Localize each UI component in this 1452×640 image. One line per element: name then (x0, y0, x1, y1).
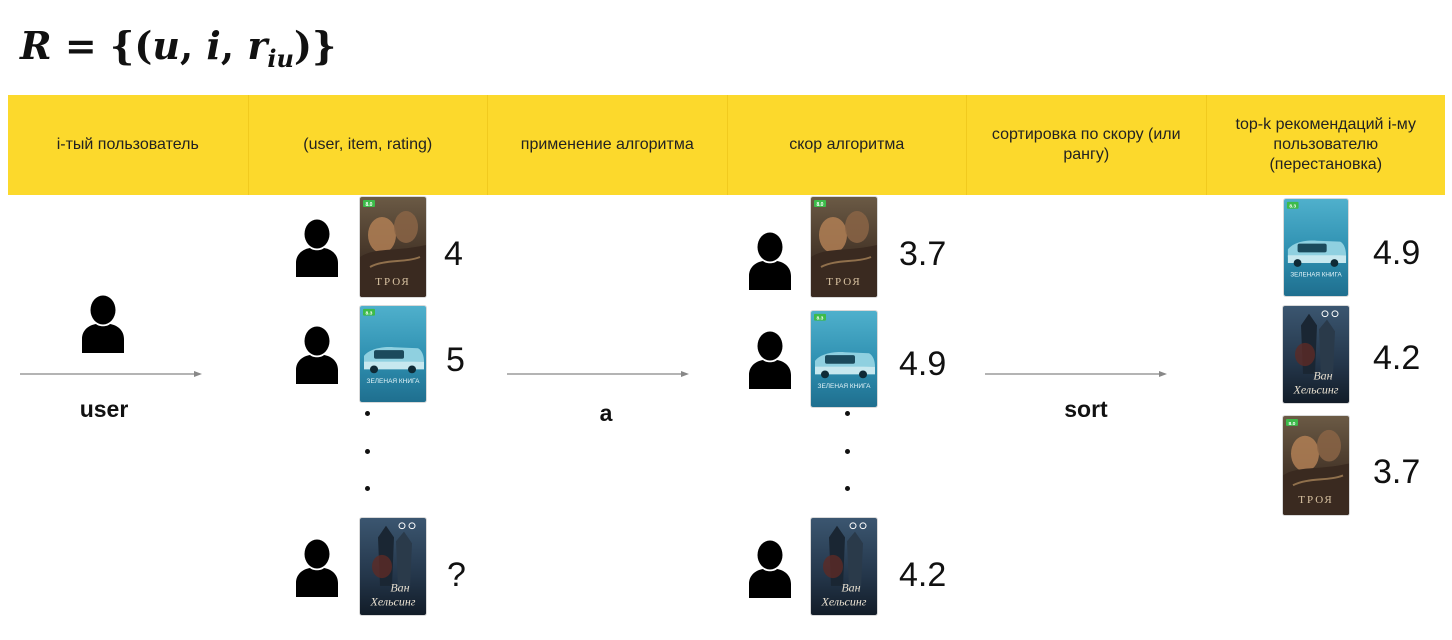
arrow-sort (985, 369, 1167, 379)
header-user: i-тый пользователь (8, 95, 248, 195)
header-sort: сортировка по скору (или рангу) (966, 95, 1206, 195)
poster-greenbook (360, 306, 426, 402)
formula-comma-1: , (179, 23, 207, 68)
formula-eq: = {( (51, 23, 153, 68)
formula: R = {(u, i, riu)} (20, 18, 336, 74)
user-icon (294, 219, 340, 277)
arrow-label-user: user (79, 396, 129, 422)
formula-comma-2: , (220, 23, 248, 68)
ellipsis-dot (845, 411, 850, 416)
ellipsis-dot (365, 486, 370, 491)
topk-score: 3.7 (1373, 453, 1421, 491)
header-score: скор алгоритма (726, 95, 966, 195)
poster-troy (811, 197, 877, 297)
header-band: i-тый пользователь (user, item, rating) … (8, 95, 1445, 195)
arrow-label-algorithm: a (599, 400, 613, 426)
topk-score: 4.2 (1373, 339, 1421, 377)
formula-lhs: R (20, 23, 52, 68)
user-icon (747, 232, 793, 290)
score-value: 4.9 (899, 345, 947, 383)
topk-score: 4.9 (1373, 234, 1421, 272)
formula-i: i (206, 23, 221, 68)
user-icon (747, 331, 793, 389)
user-icon (294, 326, 340, 384)
formula-u: u (152, 23, 180, 68)
header-algorithm: применение алгоритма (487, 95, 727, 195)
score-value: 3.7 (899, 235, 947, 273)
poster-vanhelsing (360, 518, 426, 615)
user-icon (747, 540, 793, 598)
rating-value: 5 (446, 341, 465, 379)
header-topk: top-k рекомендаций i-му пользователю (пе… (1205, 95, 1445, 195)
ellipsis-dot (845, 486, 850, 491)
poster-vanhelsing (811, 518, 877, 615)
user-icon (80, 295, 126, 353)
score-value: 4.2 (899, 556, 947, 594)
ellipsis-dot (845, 449, 850, 454)
arrow-label-sort: sort (1064, 396, 1108, 422)
poster-greenbook (811, 311, 877, 407)
ellipsis-dot (365, 449, 370, 454)
ellipsis-dot (365, 411, 370, 416)
poster-troy (1283, 416, 1349, 515)
poster-vanhelsing (1283, 306, 1349, 403)
arrow-user (20, 369, 202, 379)
poster-greenbook (1284, 199, 1348, 296)
formula-close: )} (293, 23, 337, 68)
arrow-algorithm (507, 369, 689, 379)
user-icon (294, 539, 340, 597)
formula-subscript: iu (267, 44, 294, 73)
poster-troy (360, 197, 426, 297)
rating-value: 4 (444, 235, 463, 273)
formula-r: r (247, 23, 268, 68)
rating-unknown: ? (447, 556, 466, 594)
header-triples: (user, item, rating) (247, 95, 487, 195)
